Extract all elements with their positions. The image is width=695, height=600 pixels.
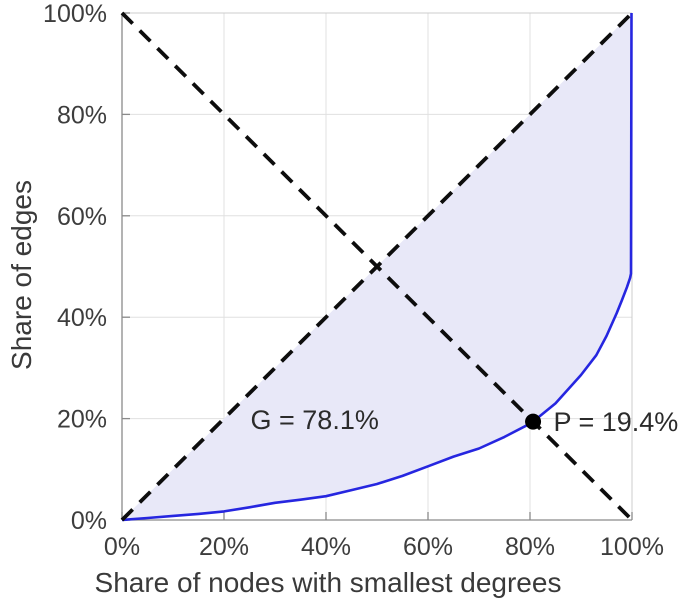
x-tick-label: 20% xyxy=(199,533,249,561)
series-layer xyxy=(120,11,634,522)
x-tick-label: 40% xyxy=(301,533,351,561)
y-tick-label: 0% xyxy=(71,507,107,535)
x-tick-label: 60% xyxy=(403,533,453,561)
y-tick-label: 100% xyxy=(43,0,107,28)
anti-diagonal-line xyxy=(120,11,634,522)
tick-label-layer: 0%0% 20% 20% 40% 40% 60% 60% 80% 80% 100% 100% xyxy=(43,0,664,561)
x-tick-label: 0% xyxy=(104,533,140,561)
marker-layer xyxy=(525,413,542,430)
axes-layer xyxy=(121,12,633,521)
y-tick-label: 80% xyxy=(57,101,107,129)
pareto-annotation: P = 19.4% xyxy=(553,407,678,437)
y-tick-label: 20% xyxy=(57,406,107,434)
y-tick-label: 40% xyxy=(57,304,107,332)
gini-annotation: G = 78.1% xyxy=(251,405,379,435)
y-axis-label: Share of edges xyxy=(6,180,37,370)
x-axis-label: Share of nodes with smallest degrees xyxy=(95,567,562,598)
pareto-point-marker xyxy=(525,413,542,430)
x-tick-label: 80% xyxy=(505,533,555,561)
lorenz-curve-line xyxy=(121,12,633,522)
x-tick-label: 100% xyxy=(600,533,664,561)
y-tick-label: 60% xyxy=(57,203,107,231)
